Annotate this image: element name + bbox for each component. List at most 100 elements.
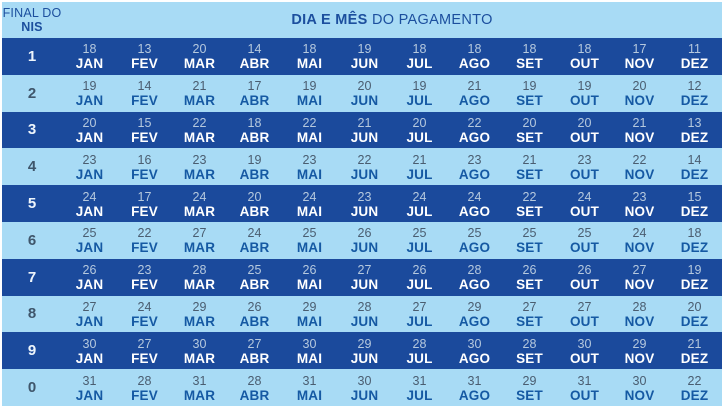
payment-date-cell: 17 FEV: [117, 185, 172, 222]
payment-date-cell: 26 JUL: [392, 259, 447, 296]
payment-date-cell: 24 JUL: [392, 185, 447, 222]
payment-day: 26: [577, 263, 592, 278]
payment-month: MAI: [296, 313, 323, 329]
payment-date-cell: 23 JAN: [62, 148, 117, 185]
payment-date-cell: 31 JUL: [392, 369, 447, 406]
payment-day: 28: [357, 299, 372, 314]
payment-date-cell: 23 OUT: [557, 148, 612, 185]
payment-day: 30: [302, 336, 317, 351]
payment-day: 28: [522, 336, 537, 351]
payment-day: 24: [82, 189, 97, 204]
payment-day: 29: [192, 299, 207, 314]
payment-day: 29: [632, 336, 647, 351]
payment-month: DEZ: [680, 93, 709, 109]
nis-digit: 0: [27, 379, 37, 397]
payment-month: NOV: [624, 350, 655, 366]
payment-day: 18: [522, 42, 537, 57]
payment-day: 29: [467, 299, 482, 314]
payment-month: JUN: [350, 387, 379, 403]
payment-month: JUN: [350, 313, 379, 329]
payment-month: SET: [516, 313, 543, 329]
payment-day: 12: [687, 79, 702, 94]
payment-day: 31: [467, 373, 482, 388]
payment-day: 17: [247, 79, 262, 94]
payment-day: 18: [302, 42, 317, 57]
payment-month: MAI: [296, 240, 323, 256]
payment-day: 26: [522, 263, 537, 278]
payment-day: 31: [412, 373, 427, 388]
payment-day: 20: [522, 115, 537, 130]
payment-date-cell: 21 DEZ: [667, 332, 722, 369]
payment-day: 19: [82, 79, 97, 94]
payment-date-cell: 14 FEV: [117, 75, 172, 112]
payment-month: JUN: [350, 350, 379, 366]
payment-date-cell: 23 MAR: [172, 148, 227, 185]
payment-date-cell: 29 JUN: [337, 332, 392, 369]
payment-date-cell: 26 JAN: [62, 259, 117, 296]
payment-date-cell: 28 NOV: [612, 296, 667, 333]
payment-date-cell: 19 ABR: [227, 148, 282, 185]
nis-digit: 1: [27, 47, 37, 65]
payment-day: 27: [137, 336, 152, 351]
payment-date-cell: 19 MAI: [282, 75, 337, 112]
payment-date-cell: 14 DEZ: [667, 148, 722, 185]
payment-day: 19: [412, 79, 427, 94]
payment-day: 22: [687, 373, 702, 388]
payment-day: 27: [522, 299, 537, 314]
payment-date-cell: 31 MAI: [282, 369, 337, 406]
payment-month: SET: [516, 240, 543, 256]
nis-row-6: 6 25 JAN 22 FEV 27 MAR 24 ABR 25 MAI 26 JUN 25 JUL 25 AG…: [2, 221, 722, 259]
payment-month: NOV: [624, 203, 655, 219]
payment-month: DEZ: [680, 166, 709, 182]
payment-month: OUT: [569, 277, 600, 293]
payment-day: 24: [137, 299, 152, 314]
payment-day: 18: [687, 226, 702, 241]
payment-month: DEZ: [680, 129, 709, 145]
payment-day: 25: [82, 226, 97, 241]
payment-month: DEZ: [680, 56, 709, 72]
nis-row-0: 0 31 JAN 28 FEV 31 MAR 28 ABR 31 MAI 30 JUN 31 JUL 31 AG…: [2, 369, 722, 406]
payment-date-cell: 24 ABR: [227, 222, 282, 259]
payment-date-cell: 22 AGO: [447, 112, 502, 149]
payment-date-cell: 18 SET: [502, 38, 557, 75]
payment-month: OUT: [569, 387, 600, 403]
payment-day: 26: [82, 263, 97, 278]
payment-month: SET: [516, 387, 543, 403]
payment-month: NOV: [624, 56, 655, 72]
payment-day: 13: [137, 42, 152, 57]
payment-month: JAN: [75, 93, 104, 109]
payment-day: 27: [577, 299, 592, 314]
payment-month: OUT: [569, 350, 600, 366]
payment-day: 30: [467, 336, 482, 351]
payment-date-cell: 27 JUN: [337, 259, 392, 296]
payment-month: MAR: [183, 387, 216, 403]
payment-date-cell: 16 FEV: [117, 148, 172, 185]
payment-date-cell: 30 MAR: [172, 332, 227, 369]
payment-day: 21: [632, 115, 647, 130]
payment-month: OUT: [569, 166, 600, 182]
payment-month: AGO: [458, 277, 491, 293]
payment-date-cell: 18 MAI: [282, 38, 337, 75]
payment-date-cell: 27 OUT: [557, 296, 612, 333]
payment-day: 21: [192, 79, 207, 94]
nis-row-8: 8 27 JAN 24 FEV 29 MAR 26 ABR 29 MAI 28 JUN 27 JUL 29 AG…: [2, 295, 722, 333]
payment-date-cell: 28 ABR: [227, 369, 282, 406]
payment-date-cell: 26 JUN: [337, 222, 392, 259]
payment-day: 20: [577, 115, 592, 130]
payment-month: JUN: [350, 203, 379, 219]
payment-day: 23: [192, 152, 207, 167]
payment-date-cell: 20 OUT: [557, 112, 612, 149]
payment-day: 23: [302, 152, 317, 167]
payment-date-cell: 27 ABR: [227, 332, 282, 369]
payment-month: DEZ: [680, 350, 709, 366]
payment-month: MAR: [183, 350, 216, 366]
payment-day: 20: [192, 42, 207, 57]
payment-month: FEV: [131, 387, 158, 403]
payment-day: 30: [357, 373, 372, 388]
payment-day: 19: [687, 263, 702, 278]
payment-month: MAR: [183, 240, 216, 256]
payment-date-cell: 24 NOV: [612, 222, 667, 259]
payment-date-cell: 21 SET: [502, 148, 557, 185]
payment-day: 23: [357, 189, 372, 204]
payment-month: FEV: [131, 166, 158, 182]
